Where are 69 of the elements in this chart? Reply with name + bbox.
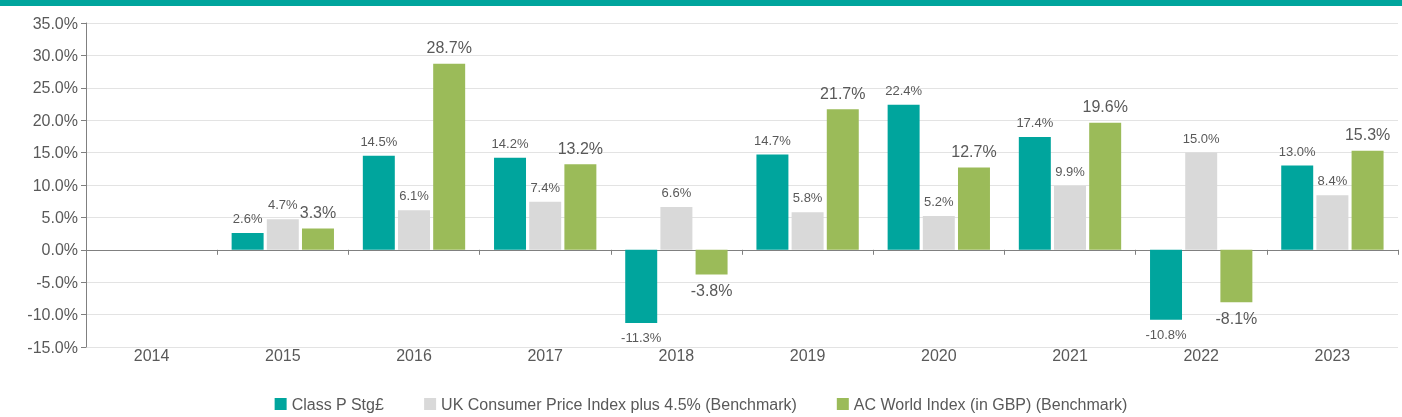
data-label: 3.3% [299,203,337,221]
bar [564,164,597,250]
data-label: 28.7% [426,39,472,57]
data-label: 9.9% [1055,163,1086,179]
data-label: 2.6% [232,210,263,226]
data-label: 15.0% [1182,130,1221,146]
x-tick-label: 2017 [527,346,564,364]
bar [1220,249,1253,303]
legend-label: UK Consumer Price Index plus 4.5% (Benchmark) [441,395,797,413]
y-tick-label: -15.0% [27,338,78,356]
x-tick-label: 2019 [789,346,826,364]
y-tick-label: 30.0% [32,46,78,64]
data-label: -11.3% [621,330,662,346]
data-label: 14.2% [491,135,529,151]
bar [826,109,859,250]
data-label: -3.8% [690,281,733,299]
data-label: 13.2% [557,139,604,157]
bar [695,249,728,275]
data-label: 5.8% [792,190,823,206]
bar [231,232,264,250]
x-tick-label: 2023 [1314,346,1351,364]
y-tick-label: 15.0% [32,144,78,162]
data-label: -10.8% [1145,326,1188,342]
y-tick-label: 35.0% [32,14,78,32]
bar [301,228,334,250]
bar [362,155,395,250]
y-tick-label: 0.0% [41,241,78,259]
bar [433,63,466,250]
data-label: 14.5% [360,133,398,149]
data-label: 21.7% [820,84,866,102]
x-tick-label: 2022 [1183,346,1220,364]
data-label: 19.6% [1082,98,1128,116]
bar [625,249,658,324]
bar [1018,137,1051,250]
data-label: 6.6% [661,185,692,201]
bar [1089,122,1122,250]
x-tick-label: 2020 [921,346,957,364]
data-label: 6.1% [399,188,430,204]
legend-label: Class P Stg£ [291,395,384,413]
data-label: 8.4% [1317,173,1348,189]
x-tick-label: 2015 [265,346,301,364]
legend-label: AC World Index (in GBP) (Benchmark) [853,395,1128,413]
x-tick-label: 2018 [658,346,695,364]
y-tick-label: 20.0% [32,111,78,129]
bar [1281,165,1314,250]
data-label: 17.4% [1016,115,1054,131]
x-tick-label: 2014 [133,346,170,364]
data-label: 4.7% [267,197,299,213]
bar [494,157,527,250]
data-label: 5.2% [923,194,955,210]
y-tick-label: 25.0% [32,79,78,97]
y-tick-label: -5.0% [36,273,78,291]
data-label: 15.3% [1344,126,1391,144]
y-tick-label: 5.0% [41,208,78,226]
bar [887,104,920,250]
y-tick-label: -10.0% [27,306,78,324]
y-tick-label: 10.0% [32,176,78,194]
x-tick-label: 2016 [396,346,432,364]
data-label: 22.4% [885,82,923,98]
data-label: -8.1% [1215,309,1258,327]
data-label: 7.4% [530,179,561,195]
data-label: 14.7% [753,132,792,148]
bar [1351,150,1384,250]
bar [957,167,990,250]
bar [1150,249,1183,320]
data-label: 12.7% [951,143,997,160]
x-tick-label: 2021 [1052,346,1088,364]
bar [756,154,789,250]
data-label: 13.0% [1278,143,1317,159]
